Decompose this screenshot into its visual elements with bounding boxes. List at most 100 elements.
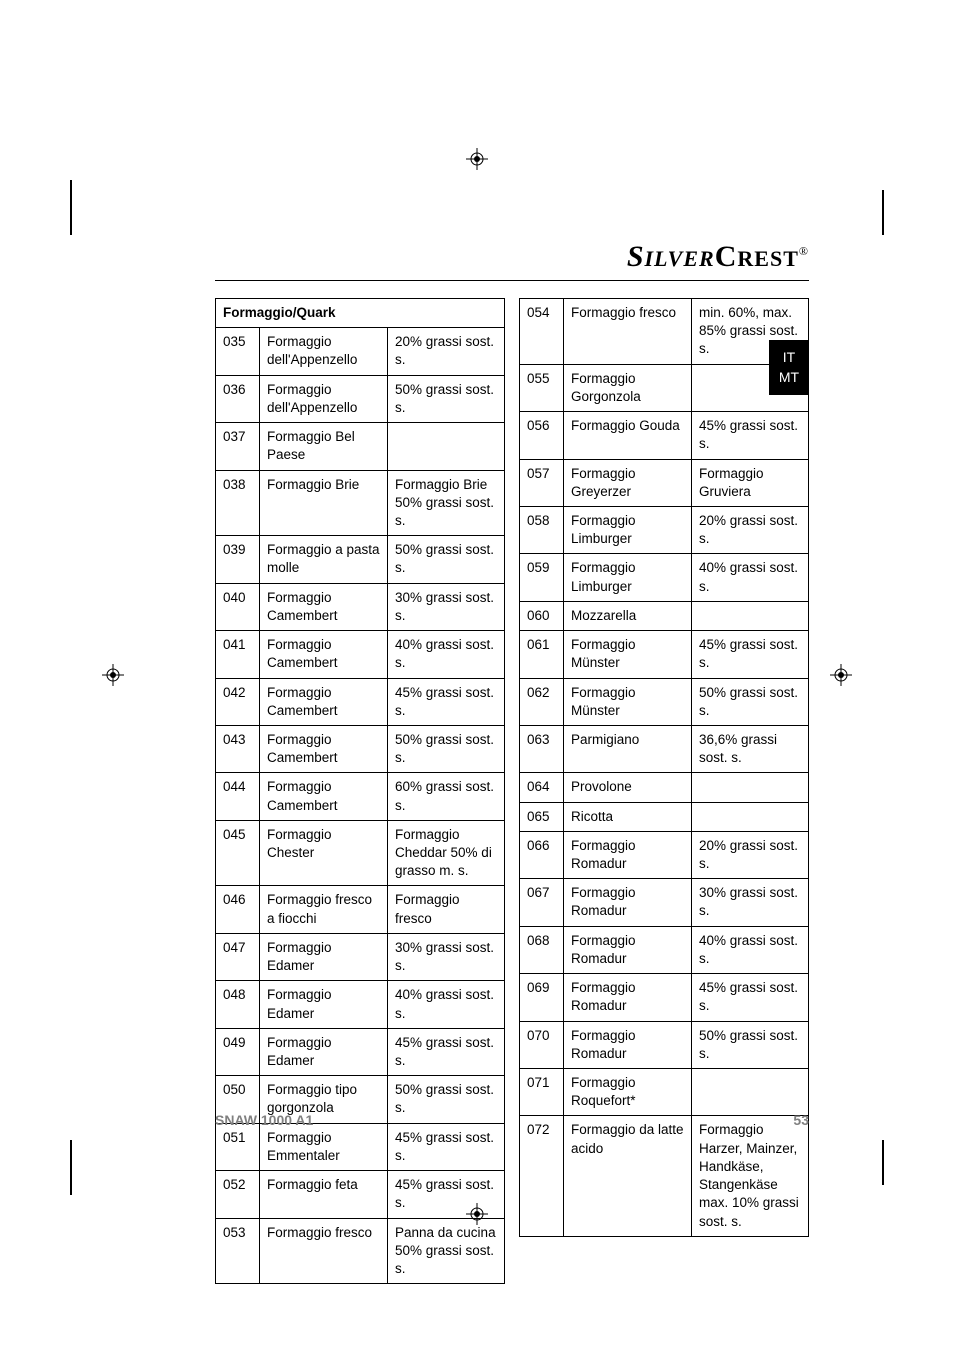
code-cell: 045 [216, 820, 260, 886]
name-cell: Formaggio Bel Paese [260, 423, 388, 470]
code-cell: 070 [520, 1021, 564, 1068]
note-cell: 40% grassi sost. s. [388, 981, 505, 1028]
code-cell: 046 [216, 886, 260, 933]
table-row: 054Formaggio frescomin. 60%, max. 85% gr… [520, 299, 809, 365]
name-cell: Formaggio da latte acido [564, 1116, 692, 1236]
table-row: 068Formaggio Romadur40% grassi sost. s. [520, 926, 809, 973]
table-row: 060Mozzarella [520, 601, 809, 630]
table-row: 072Formaggio da latte acidoFormaggio Har… [520, 1116, 809, 1236]
code-cell: 040 [216, 583, 260, 630]
code-cell: 044 [216, 773, 260, 820]
code-cell: 072 [520, 1116, 564, 1236]
name-cell: Formaggio Roquefort* [564, 1069, 692, 1116]
name-cell: Formaggio fresco [260, 1218, 388, 1284]
table-row: 067Formaggio Romadur30% grassi sost. s. [520, 879, 809, 926]
note-cell: Formaggio Gruviera [692, 459, 809, 506]
note-cell: 50% grassi sost. s. [388, 725, 505, 772]
code-cell: 042 [216, 678, 260, 725]
code-cell: 071 [520, 1069, 564, 1116]
code-cell: 054 [520, 299, 564, 365]
name-cell: Formaggio Romadur [564, 974, 692, 1021]
note-cell [692, 601, 809, 630]
name-cell: Formaggio dell'Appenzello [260, 375, 388, 422]
table-row: 056Formaggio Gouda45% grassi sost. s. [520, 412, 809, 459]
note-cell: 50% grassi sost. s. [692, 1021, 809, 1068]
code-cell: 036 [216, 375, 260, 422]
note-cell: Formaggio fresco [388, 886, 505, 933]
note-cell: 50% grassi sost. s. [388, 375, 505, 422]
table-row: 036Formaggio dell'Appenzello50% grassi s… [216, 375, 505, 422]
note-cell: 45% grassi sost. s. [692, 974, 809, 1021]
table-columns: Formaggio/Quark 035Formaggio dell'Appenz… [215, 298, 809, 1093]
code-cell: 065 [520, 802, 564, 831]
name-cell: Formaggio Limburger [564, 506, 692, 553]
table-row: 043Formaggio Camembert50% grassi sost. s… [216, 725, 505, 772]
brand-part: C [715, 240, 738, 273]
table-row: 048Formaggio Edamer40% grassi sost. s. [216, 981, 505, 1028]
table-row: 046Formaggio fresco a fiocchiFormaggio f… [216, 886, 505, 933]
table-row: 064Provolone [520, 773, 809, 802]
note-cell: 45% grassi sost. s. [388, 678, 505, 725]
name-cell: Mozzarella [564, 601, 692, 630]
code-cell: 049 [216, 1028, 260, 1075]
code-cell: 057 [520, 459, 564, 506]
table-row: 049Formaggio Edamer45% grassi sost. s. [216, 1028, 505, 1075]
code-cell: 060 [520, 601, 564, 630]
table-row: 057Formaggio GreyerzerFormaggio Gruviera [520, 459, 809, 506]
name-cell: Formaggio fresco [564, 299, 692, 365]
code-cell: 059 [520, 554, 564, 601]
table-row: 051Formaggio Emmentaler45% grassi sost. … [216, 1123, 505, 1170]
code-cell: 068 [520, 926, 564, 973]
code-cell: 047 [216, 933, 260, 980]
code-cell: 037 [216, 423, 260, 470]
name-cell: Formaggio a pasta molle [260, 536, 388, 583]
crop-mark [882, 190, 884, 235]
code-cell: 067 [520, 879, 564, 926]
right-column: 054Formaggio frescomin. 60%, max. 85% gr… [519, 298, 809, 1093]
table-row: 053Formaggio frescoPanna da cucina 50% g… [216, 1218, 505, 1284]
name-cell: Formaggio Romadur [564, 831, 692, 878]
code-cell: 039 [216, 536, 260, 583]
name-cell: Formaggio Gorgonzola [564, 364, 692, 411]
note-cell: 20% grassi sost. s. [388, 328, 505, 375]
name-cell: Formaggio Edamer [260, 1028, 388, 1075]
name-cell: Formaggio Romadur [564, 926, 692, 973]
code-cell: 056 [520, 412, 564, 459]
note-cell: 50% grassi sost. s. [692, 678, 809, 725]
code-cell: 064 [520, 773, 564, 802]
table-row: 071Formaggio Roquefort* [520, 1069, 809, 1116]
table-row: 037Formaggio Bel Paese [216, 423, 505, 470]
brand-registered: ® [799, 244, 809, 258]
brand-part: REST [737, 246, 798, 271]
code-cell: 048 [216, 981, 260, 1028]
crop-mark [70, 180, 72, 235]
code-cell: 066 [520, 831, 564, 878]
table-row: 040Formaggio Camembert30% grassi sost. s… [216, 583, 505, 630]
name-cell: Formaggio Emmentaler [260, 1123, 388, 1170]
note-cell [692, 773, 809, 802]
note-cell [692, 364, 809, 411]
name-cell: Parmigiano [564, 725, 692, 772]
brand-part: S [627, 240, 645, 273]
note-cell: 20% grassi sost. s. [692, 831, 809, 878]
note-cell: 36,6% grassi sost. s. [692, 725, 809, 772]
code-cell: 035 [216, 328, 260, 375]
name-cell: Formaggio Gouda [564, 412, 692, 459]
table-row: 055Formaggio Gorgonzola [520, 364, 809, 411]
name-cell: Formaggio dell'Appenzello [260, 328, 388, 375]
code-cell: 038 [216, 470, 260, 536]
name-cell: Provolone [564, 773, 692, 802]
note-cell: 30% grassi sost. s. [388, 933, 505, 980]
name-cell: Formaggio Münster [564, 631, 692, 678]
code-cell: 055 [520, 364, 564, 411]
name-cell: Formaggio fresco a fiocchi [260, 886, 388, 933]
left-column: Formaggio/Quark 035Formaggio dell'Appenz… [215, 298, 505, 1093]
code-cell: 058 [520, 506, 564, 553]
table-row: 069Formaggio Romadur45% grassi sost. s. [520, 974, 809, 1021]
note-cell: Formaggio Cheddar 50% di grasso m. s. [388, 820, 505, 886]
note-cell: 45% grassi sost. s. [388, 1028, 505, 1075]
note-cell [388, 423, 505, 470]
cheese-table-right: 054Formaggio frescomin. 60%, max. 85% gr… [519, 298, 809, 1237]
header-rule [215, 280, 809, 281]
page-content: SILVERCREST® Formaggio/Quark 035Formaggi… [215, 240, 809, 1128]
